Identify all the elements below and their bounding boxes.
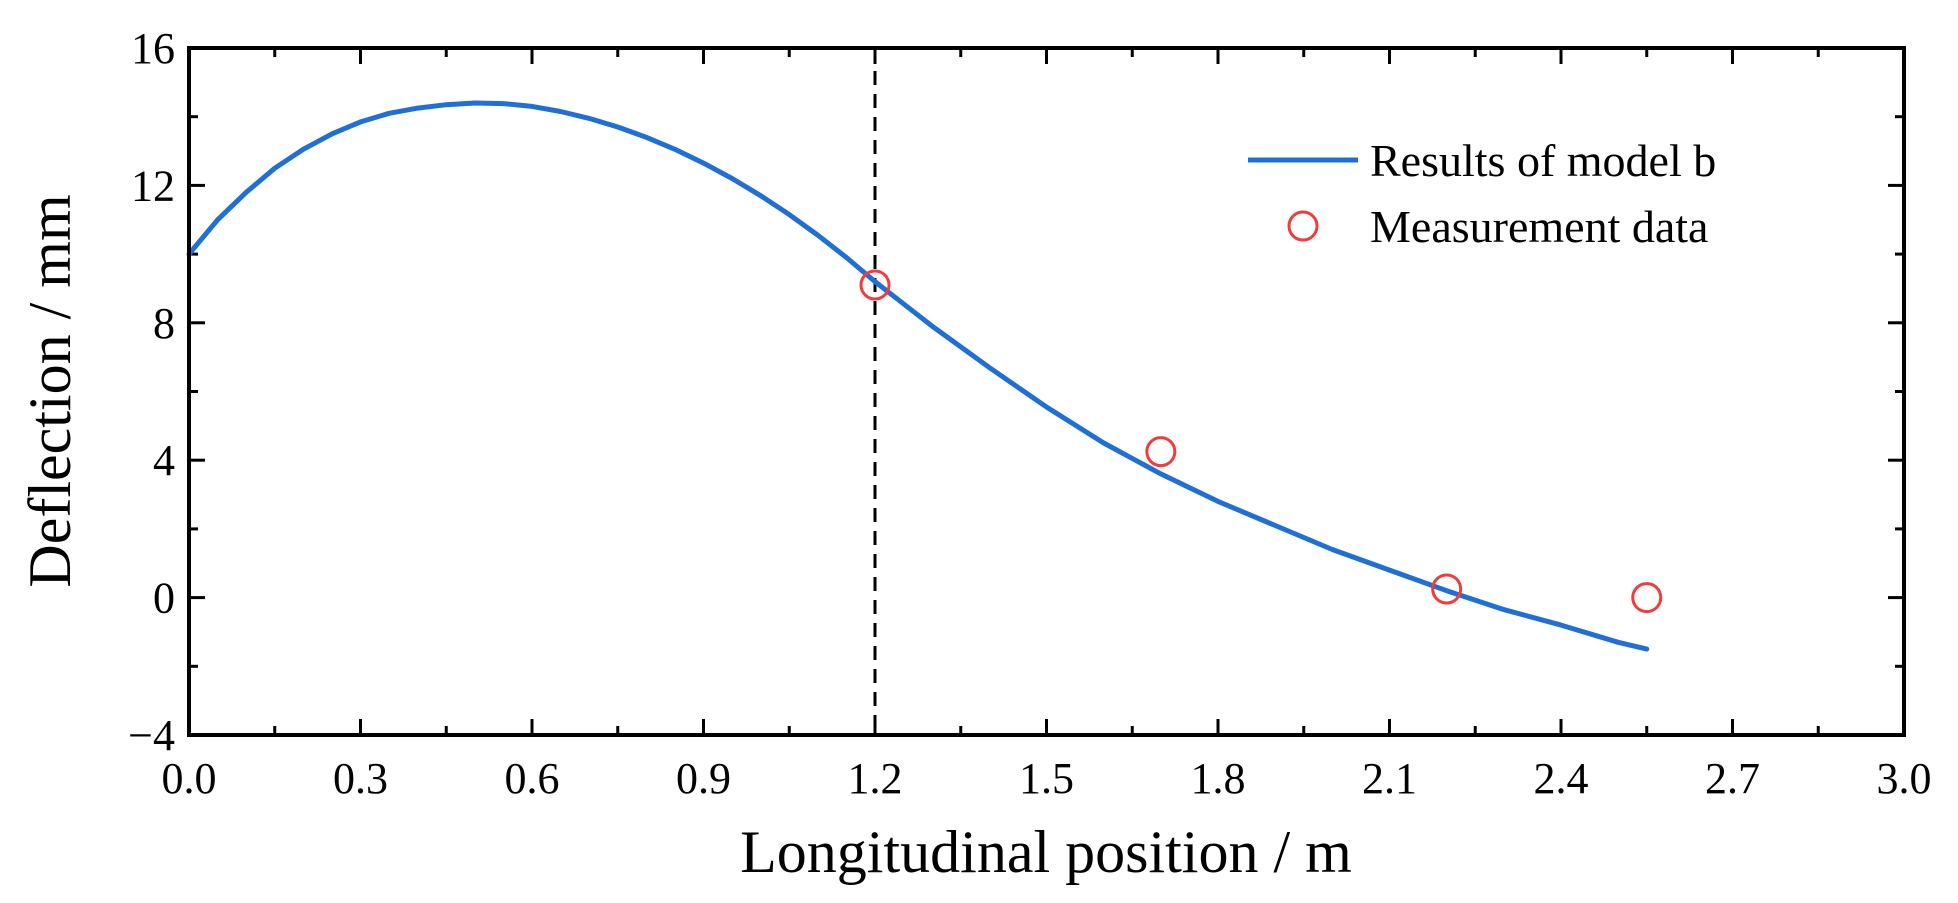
y-tick-label: 12 [131, 161, 175, 210]
x-tick-label: 0.3 [333, 754, 388, 803]
x-tick-label: 1.2 [848, 754, 903, 803]
plot-frame [187, 46, 1906, 737]
measurement-point [1431, 573, 1463, 605]
legend-marker-swatch [1287, 210, 1319, 242]
series-group [186, 100, 1663, 652]
y-axis-label: Deflection / mm [17, 194, 83, 587]
y-tick-label: −4 [128, 711, 175, 760]
measurement-point [1145, 436, 1177, 468]
measurement-point [859, 269, 891, 301]
x-tick-label: 1.5 [1019, 754, 1074, 803]
model-b-line [186, 100, 1650, 652]
legend-label-measurement: Measurement data [1370, 201, 1708, 252]
y-tick-label: 16 [131, 24, 175, 73]
x-tick-label: 0.9 [676, 754, 731, 803]
legend-label-model: Results of model b [1370, 135, 1716, 186]
y-tick-label: 0 [153, 574, 175, 623]
legend: Results of model b Measurement data [1248, 135, 1716, 252]
x-tick-label: 1.8 [1191, 754, 1246, 803]
y-tick-label: 4 [153, 436, 175, 485]
measurement-point [1631, 582, 1663, 614]
x-tick-label: 3.0 [1877, 754, 1932, 803]
x-tick-label: 2.4 [1534, 754, 1589, 803]
x-axis-label: Longitudinal position / m [740, 819, 1352, 885]
y-tick-label: 8 [153, 299, 175, 348]
tick-labels: 0.0 0.3 0.6 0.9 1.2 1.5 1.8 2.1 2.4 2.7 3.0 −4 0 4 8 12… [128, 24, 1931, 803]
x-tick-label: 0.6 [505, 754, 560, 803]
x-tick-label: 2.1 [1362, 754, 1417, 803]
x-tick-label: 0.0 [162, 754, 217, 803]
x-tick-label: 2.7 [1705, 754, 1760, 803]
